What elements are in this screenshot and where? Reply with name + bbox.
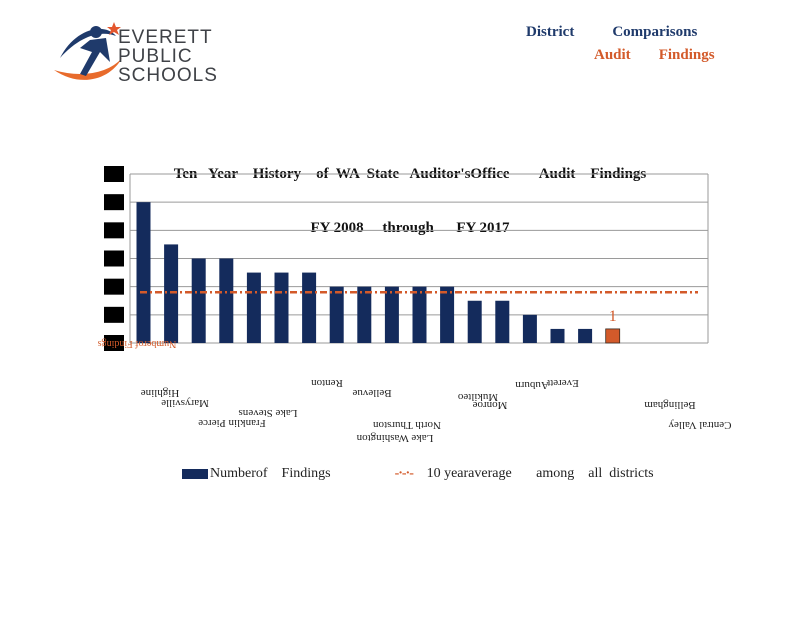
header-audit: Audit xyxy=(594,47,631,63)
bar xyxy=(329,286,344,343)
legend-findings-label: Numberof Findings xyxy=(210,466,331,481)
x-axis-label: North Thurston xyxy=(373,419,441,431)
everett-logo xyxy=(54,22,122,80)
legend-average-label: 10 yearaverage among all districts xyxy=(426,466,654,481)
chart-legend: Numberof Findings -·-·- 10 yearaverage a… xyxy=(182,466,654,482)
logo-swoosh-orange xyxy=(54,58,122,80)
bar xyxy=(136,202,151,343)
logo-line-3: SCHOOLS xyxy=(118,65,218,86)
legend-bar-swatch xyxy=(182,469,208,479)
y-tick-label xyxy=(104,222,124,239)
header-line-1: District Comparisons xyxy=(520,24,720,41)
header-comparisons: Comparisons xyxy=(612,24,698,40)
bar xyxy=(522,314,537,343)
bar xyxy=(191,258,206,343)
logo-wordmark: EVERETT PUBLIC SCHOOLS xyxy=(118,28,218,85)
x-axis-label: Highline xyxy=(141,387,180,399)
x-axis-label: Lake Stevens xyxy=(239,407,298,419)
bar xyxy=(440,286,455,343)
header-district: District xyxy=(526,24,575,40)
bar xyxy=(467,300,482,343)
bar xyxy=(550,328,565,343)
bar-highlight xyxy=(605,328,621,344)
y-tick-label xyxy=(104,306,124,323)
x-axis-label: Marysville xyxy=(161,397,209,409)
y-tick-label xyxy=(104,250,124,267)
y-tick-label xyxy=(104,278,124,295)
x-axis-label: Franklin Pierce xyxy=(198,417,266,429)
legend-average-swatch: -·-·- xyxy=(394,466,414,481)
x-axis-label: Lake Washington xyxy=(356,432,433,444)
x-axis-label: Bellingham xyxy=(644,399,696,411)
chart-title-line-2: FY 2008 through FY 2017 xyxy=(310,220,510,236)
logo-star-icon xyxy=(107,22,121,35)
bar xyxy=(412,286,427,343)
page-header: District Comparisons Audit Findings xyxy=(520,24,720,64)
bar xyxy=(219,258,234,343)
x-axis-label: Monroe xyxy=(472,399,507,411)
logo-figure-head xyxy=(90,26,102,38)
y-axis-label: Numberof Findings xyxy=(98,338,177,349)
header-line-2: Audit Findings xyxy=(520,47,720,64)
logo-line-1: EVERETT xyxy=(118,27,213,48)
bar xyxy=(246,272,261,343)
x-axis-label: Everett xyxy=(547,377,579,389)
x-axis-label: Mukilteo xyxy=(457,391,498,403)
x-axis-label: Auburn xyxy=(515,379,549,391)
x-axis-label: Central Valley xyxy=(668,419,732,431)
x-axis-label: Renton xyxy=(311,377,343,389)
bar-data-label: 1 xyxy=(609,308,617,325)
bar xyxy=(357,286,372,343)
x-axis-label: Bellevue xyxy=(352,387,391,399)
bar xyxy=(274,272,289,343)
bar xyxy=(302,272,317,343)
bar xyxy=(384,286,399,343)
y-tick-label xyxy=(104,166,124,182)
logo-figure-body xyxy=(80,38,110,76)
y-tick-label xyxy=(104,194,124,211)
header-findings: Findings xyxy=(658,47,715,63)
logo-line-2: PUBLIC xyxy=(118,46,193,67)
bar xyxy=(495,300,510,343)
bar xyxy=(578,328,593,343)
bar xyxy=(164,244,179,343)
y-tick-label xyxy=(104,335,124,351)
